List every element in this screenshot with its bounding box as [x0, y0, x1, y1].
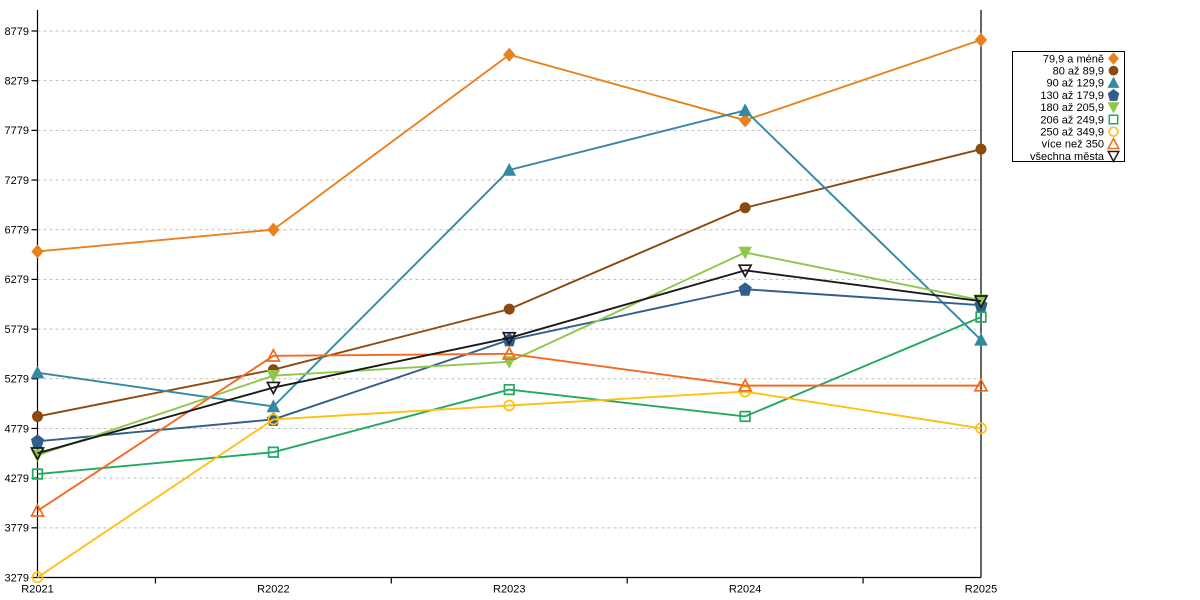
series-0-line [37, 38, 982, 253]
series-6-marker-icon [975, 422, 987, 435]
legend-item-label: 79,9 a méně [1043, 53, 1104, 65]
x-tick-label: R2021 [21, 584, 53, 596]
series-0-marker-icon [503, 47, 516, 62]
y-tick-label: 3279 [5, 572, 29, 584]
series-8-marker-icon [501, 331, 517, 346]
legend-item-label: 80 až 89,9 [1053, 66, 1104, 78]
legend-item-label: 90 až 129,9 [1047, 78, 1105, 90]
series-7-marker-icon [973, 377, 989, 392]
series-legend-7-marker-icon [1106, 137, 1121, 150]
x-tick-label: R2024 [729, 584, 761, 596]
series-5-marker-icon [267, 446, 280, 458]
series-3-marker-icon [738, 282, 752, 296]
series-1-marker-icon [32, 410, 43, 422]
series-2-marker-icon [738, 103, 752, 117]
series-1-marker-icon [739, 202, 751, 214]
series-6-marker-icon [31, 571, 44, 584]
y-tick-label: 8279 [5, 75, 29, 87]
series-legend-1-marker-icon [1108, 65, 1119, 76]
series-legend-2-marker-icon [1107, 76, 1120, 88]
series-0-marker-icon [974, 32, 988, 47]
y-tick-label: 5279 [5, 374, 29, 386]
series-8-marker-icon [973, 295, 989, 309]
series-8-marker-icon [30, 447, 45, 461]
y-tick-label: 4779 [5, 423, 29, 435]
legend-box [1012, 51, 1125, 162]
x-tick-label: R2025 [965, 584, 997, 596]
series-2-marker-icon [974, 332, 988, 346]
series-0 [31, 32, 988, 259]
series-legend-6-marker-icon [1108, 126, 1119, 137]
legend-item-label: 130 až 179,9 [1040, 90, 1104, 102]
series-legend-3-marker-icon [1107, 89, 1120, 101]
y-tick-label: 6779 [5, 225, 29, 237]
legend-item-label: více než 350 [1042, 139, 1104, 151]
series-2-marker-icon [502, 162, 517, 176]
series-legend-5-marker-icon [1108, 114, 1119, 125]
series-8 [30, 264, 989, 461]
series-5-marker-icon [739, 410, 751, 423]
series-6-line [36, 390, 982, 579]
series-5-marker-icon [31, 468, 44, 480]
series-legend-4-marker-icon [1107, 102, 1120, 114]
y-tick-label: 7779 [5, 125, 29, 137]
series-4-marker-icon [266, 369, 281, 383]
series-5-marker-icon [975, 311, 987, 323]
series-8-marker-icon [737, 264, 753, 279]
series-5-marker-icon [503, 383, 515, 396]
legend-item-label: 250 až 349,9 [1040, 127, 1104, 139]
series-7-marker-icon [501, 346, 517, 360]
series-7-marker-icon [30, 503, 45, 517]
series-0-marker-icon [31, 244, 44, 259]
series-6-marker-icon [503, 399, 516, 412]
series-7 [30, 346, 989, 517]
y-tick-label: 4279 [5, 473, 29, 485]
series-6 [31, 385, 987, 584]
x-tick-label: R2023 [493, 584, 525, 596]
x-tick-label: R2022 [257, 584, 289, 596]
series-5-line [37, 316, 982, 476]
legend-item-label: všechna města [1030, 151, 1105, 163]
y-tick-label: 8779 [5, 26, 29, 38]
series-2-marker-icon [30, 365, 45, 379]
series-7-line [36, 352, 981, 512]
y-tick-label: 5779 [5, 324, 29, 336]
y-tick-label: 6279 [5, 274, 29, 286]
series-legend-8-marker-icon [1106, 150, 1121, 163]
y-tick-label: 7279 [5, 175, 29, 187]
series-4-marker-icon [738, 246, 752, 260]
series-legend-0-marker-icon [1108, 52, 1119, 65]
series-0-marker-icon [738, 113, 752, 128]
series-2 [30, 103, 988, 413]
legend-item-label: 206 až 249,9 [1040, 114, 1104, 126]
series-5 [31, 311, 987, 480]
series-7-marker-icon [265, 348, 281, 362]
legend-item-label: 180 až 205,9 [1040, 102, 1104, 114]
series-7-marker-icon [737, 377, 753, 392]
series-8-line [37, 269, 982, 455]
series-8-marker-icon [265, 381, 281, 396]
series-6-marker-icon [267, 413, 280, 426]
series-3-marker-icon [30, 434, 45, 448]
series-1-marker-icon [975, 143, 987, 155]
series-1-marker-icon [503, 303, 515, 315]
y-tick-label: 3779 [5, 523, 29, 535]
series-2-marker-icon [266, 399, 281, 413]
series-0-marker-icon [267, 222, 280, 237]
